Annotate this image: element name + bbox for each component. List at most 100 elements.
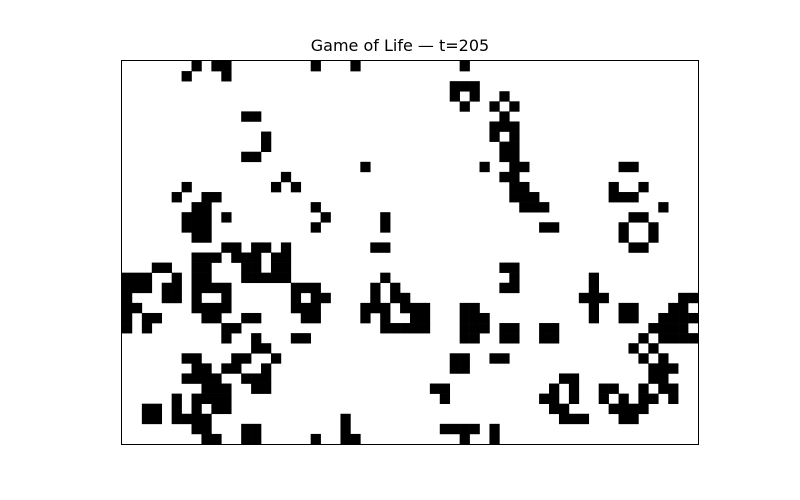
alive-cell — [638, 212, 649, 223]
alive-cell — [181, 212, 192, 223]
alive-cell — [449, 363, 460, 374]
alive-cell — [449, 353, 460, 364]
alive-cell — [191, 353, 202, 364]
alive-cell — [400, 292, 411, 304]
alive-cell — [340, 413, 351, 425]
alive-cell — [459, 333, 470, 344]
alive-cell — [558, 413, 570, 425]
alive-cell — [539, 323, 550, 334]
cell-grid — [122, 61, 698, 444]
alive-cell — [638, 393, 649, 404]
alive-cell — [499, 282, 510, 294]
alive-cell — [509, 181, 520, 193]
alive-cell — [618, 232, 629, 243]
alive-cell — [628, 212, 639, 223]
alive-cell — [201, 192, 212, 203]
alive-cell — [459, 323, 470, 334]
alive-cell — [201, 433, 212, 444]
alive-cell — [191, 232, 202, 243]
alive-cell — [251, 242, 262, 253]
alive-cell — [479, 312, 490, 324]
alive-cell — [191, 403, 202, 415]
alive-cell — [390, 323, 401, 334]
alive-cell — [648, 373, 659, 384]
alive-cell — [519, 192, 530, 203]
alive-cell — [122, 292, 133, 304]
alive-cell — [489, 131, 500, 142]
alive-cell — [251, 312, 262, 324]
alive-cell — [499, 262, 510, 273]
alive-cell — [549, 383, 560, 394]
alive-cell — [568, 413, 580, 425]
alive-cell — [628, 242, 639, 253]
alive-cell — [161, 282, 172, 294]
alive-cell — [191, 61, 202, 72]
alive-cell — [618, 192, 629, 203]
alive-cell — [300, 333, 311, 344]
alive-cell — [489, 353, 500, 364]
alive-cell — [201, 413, 212, 425]
alive-cell — [459, 312, 470, 324]
alive-cell — [668, 363, 679, 374]
alive-cell — [459, 81, 470, 92]
alive-cell — [449, 423, 460, 435]
alive-cell — [509, 333, 520, 344]
alive-cell — [638, 383, 649, 394]
alive-cell — [251, 151, 262, 163]
alive-cell — [122, 323, 133, 334]
alive-cell — [509, 131, 520, 142]
alive-cell — [270, 353, 282, 364]
alive-cell — [439, 423, 451, 435]
alive-cell — [509, 171, 520, 183]
alive-cell — [340, 423, 351, 435]
alive-cell — [489, 423, 500, 435]
alive-cell — [658, 373, 669, 384]
alive-cell — [469, 423, 480, 435]
alive-cell — [270, 262, 282, 273]
alive-cell — [499, 323, 510, 334]
alive-cell — [201, 363, 212, 374]
alive-cell — [608, 403, 619, 415]
alive-cell — [201, 373, 212, 384]
alive-cell — [628, 403, 639, 415]
alive-cell — [211, 252, 222, 263]
alive-cell — [499, 151, 510, 163]
alive-cell — [370, 242, 381, 253]
alive-cell — [558, 373, 570, 384]
alive-cell — [380, 272, 391, 284]
alive-cell — [151, 312, 163, 324]
alive-cell — [469, 81, 480, 92]
alive-cell — [588, 302, 599, 314]
alive-cell — [499, 353, 510, 364]
alive-cell — [588, 282, 599, 294]
alive-cell — [678, 323, 689, 334]
alive-cell — [261, 373, 272, 384]
alive-cell — [509, 101, 520, 112]
alive-cell — [519, 161, 530, 173]
alive-cell — [499, 91, 510, 102]
alive-cell — [171, 192, 182, 203]
alive-cell — [648, 363, 659, 374]
alive-cell — [429, 383, 441, 394]
alive-cell — [509, 323, 520, 334]
alive-cell — [191, 272, 202, 284]
alive-cell — [310, 302, 321, 314]
alive-cell — [171, 413, 182, 425]
alive-cell — [509, 151, 520, 163]
alive-cell — [459, 433, 470, 444]
alive-cell — [211, 433, 222, 444]
alive-cell — [191, 413, 202, 425]
alive-cell — [618, 403, 629, 415]
alive-cell — [261, 383, 272, 394]
alive-cell — [499, 141, 510, 153]
alive-cell — [568, 383, 580, 394]
alive-cell — [519, 202, 530, 213]
alive-cell — [628, 161, 639, 173]
alive-cell — [588, 272, 599, 284]
alive-cell — [221, 282, 232, 294]
alive-cell — [300, 282, 311, 294]
alive-cell — [251, 272, 262, 284]
alive-cell — [568, 373, 580, 384]
alive-cell — [191, 373, 202, 384]
alive-cell — [658, 353, 669, 364]
